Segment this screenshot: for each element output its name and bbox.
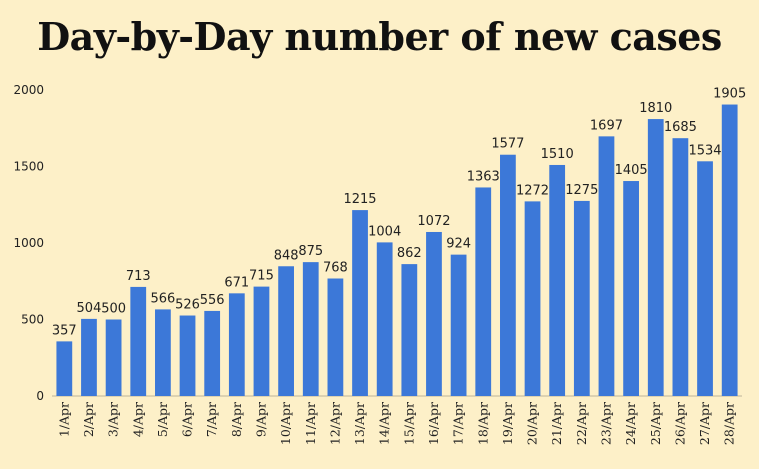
data-label: 875	[298, 244, 323, 259]
bar	[598, 136, 615, 397]
y-tick-label: 1500	[13, 160, 44, 174]
bar	[647, 119, 664, 396]
y-tick-label: 0	[36, 389, 44, 403]
x-tick-label: 21/Apr	[549, 402, 564, 445]
bar	[155, 309, 171, 396]
x-tick-label: 5/Apr	[155, 402, 170, 437]
data-label: 1510	[541, 147, 574, 162]
bar	[721, 104, 738, 396]
bar	[672, 138, 689, 396]
data-label: 357	[52, 323, 77, 338]
x-tick-label: 11/Apr	[303, 402, 318, 445]
x-tick-label: 18/Apr	[475, 402, 490, 445]
data-label: 526	[175, 298, 200, 313]
data-label: 1810	[639, 101, 672, 116]
data-label: 1534	[688, 143, 721, 158]
bar	[475, 187, 492, 396]
bar	[228, 293, 245, 396]
bar	[278, 266, 294, 396]
x-tick-label: 19/Apr	[500, 402, 515, 445]
bar	[426, 231, 442, 396]
bar	[56, 341, 73, 396]
x-tick-label: 7/Apr	[204, 402, 219, 437]
data-label: 1577	[491, 137, 524, 152]
data-label: 1697	[590, 118, 623, 133]
bar	[327, 278, 344, 396]
x-tick-label: 23/Apr	[598, 402, 613, 445]
x-tick-label: 25/Apr	[648, 402, 663, 445]
bar	[352, 210, 368, 396]
bar	[524, 201, 541, 396]
data-label: 504	[77, 301, 102, 316]
data-label: 924	[446, 237, 471, 252]
y-tick-label: 500	[21, 313, 44, 327]
x-tick-label: 16/Apr	[426, 402, 441, 445]
chart-title: Day-by-Day number of new cases	[37, 14, 722, 59]
x-tick-label: 6/Apr	[180, 402, 195, 437]
x-tick-label: 4/Apr	[130, 402, 145, 437]
x-tick-label: 22/Apr	[574, 402, 589, 445]
x-tick-label: 12/Apr	[327, 402, 342, 445]
data-label: 500	[101, 302, 126, 317]
bar	[130, 286, 147, 396]
bar	[179, 315, 196, 396]
bar	[253, 286, 270, 396]
data-label: 1275	[565, 183, 598, 198]
data-label: 671	[224, 275, 249, 290]
data-label: 862	[397, 246, 422, 261]
data-label: 848	[274, 248, 299, 263]
bar	[573, 200, 590, 396]
x-tick-label: 14/Apr	[377, 402, 392, 445]
y-tick-label: 1000	[13, 236, 44, 250]
x-tick-label: 13/Apr	[352, 402, 367, 445]
x-tick-label: 20/Apr	[525, 402, 540, 445]
data-label: 713	[126, 269, 151, 284]
data-label: 1272	[516, 183, 549, 198]
x-tick-label: 17/Apr	[451, 402, 466, 445]
x-tick-label: 9/Apr	[253, 402, 268, 437]
x-tick-label: 2/Apr	[81, 402, 96, 437]
bar	[204, 310, 221, 396]
x-tick-label: 27/Apr	[697, 402, 712, 445]
data-label: 1363	[467, 169, 500, 184]
bar	[376, 242, 393, 396]
x-tick-label: 28/Apr	[722, 402, 737, 445]
bar	[549, 164, 566, 396]
bar	[302, 262, 319, 397]
x-tick-label: 1/Apr	[56, 402, 71, 437]
bar	[105, 319, 122, 396]
x-tick-label: 24/Apr	[623, 402, 638, 445]
data-label: 566	[150, 291, 175, 306]
bar	[623, 181, 639, 396]
bar	[500, 154, 516, 396]
data-label: 1905	[713, 87, 746, 102]
bar	[450, 254, 467, 396]
x-tick-label: 26/Apr	[672, 402, 687, 445]
x-tick-label: 3/Apr	[106, 402, 121, 437]
bar	[697, 161, 713, 396]
data-label: 1004	[368, 224, 401, 239]
data-label: 715	[249, 269, 274, 284]
x-tick-label: 10/Apr	[278, 402, 293, 445]
data-label: 768	[323, 261, 348, 276]
x-tick-label: 15/Apr	[401, 402, 416, 445]
y-tick-label: 2000	[13, 83, 44, 97]
bar	[401, 264, 418, 396]
data-label: 556	[200, 293, 225, 308]
x-tick-label: 8/Apr	[229, 402, 244, 437]
data-label: 1405	[615, 163, 648, 178]
data-label: 1072	[417, 214, 450, 229]
data-label: 1215	[343, 192, 376, 207]
data-label: 1685	[664, 120, 697, 135]
bar	[81, 318, 97, 396]
